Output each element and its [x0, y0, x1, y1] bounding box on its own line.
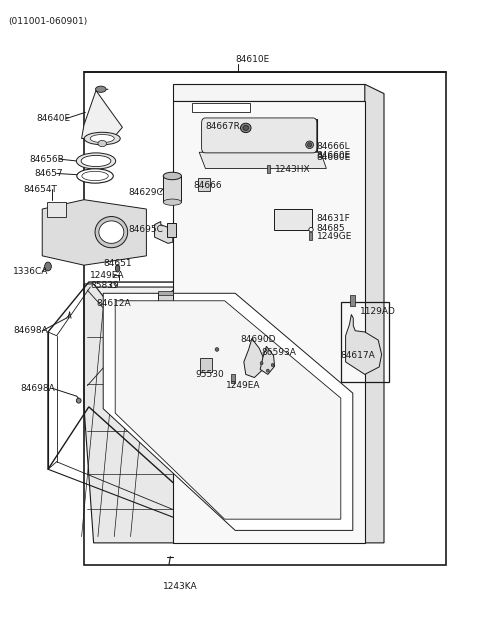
- Text: 84654T: 84654T: [23, 185, 57, 193]
- FancyBboxPatch shape: [202, 118, 317, 153]
- Ellipse shape: [240, 123, 251, 133]
- Bar: [158, 293, 173, 311]
- Ellipse shape: [99, 221, 124, 243]
- Bar: [158, 291, 173, 295]
- Text: 84698A: 84698A: [13, 326, 48, 335]
- Polygon shape: [244, 338, 263, 378]
- Text: 84695C: 84695C: [129, 225, 164, 234]
- Polygon shape: [82, 90, 122, 139]
- Bar: [47, 202, 66, 217]
- Text: 86593A: 86593A: [262, 348, 297, 357]
- Bar: [167, 223, 176, 237]
- Ellipse shape: [77, 169, 113, 183]
- Text: 1243KA: 1243KA: [163, 582, 198, 591]
- Text: 84666L: 84666L: [317, 142, 350, 151]
- Bar: [309, 232, 312, 240]
- Text: 84617A: 84617A: [341, 351, 375, 360]
- Ellipse shape: [82, 172, 108, 181]
- Ellipse shape: [96, 86, 106, 92]
- Text: 1249EA: 1249EA: [90, 271, 125, 280]
- Polygon shape: [115, 301, 341, 519]
- Polygon shape: [91, 287, 365, 543]
- Polygon shape: [365, 84, 384, 543]
- Text: 84667R: 84667R: [205, 122, 240, 130]
- Text: 84660E: 84660E: [317, 152, 351, 160]
- Text: 84612A: 84612A: [96, 299, 131, 308]
- Text: 84660E: 84660E: [317, 153, 351, 162]
- Text: 84656B: 84656B: [30, 155, 64, 163]
- Text: 1243HX: 1243HX: [275, 165, 310, 174]
- Text: 1249GE: 1249GE: [317, 232, 352, 241]
- Text: 85839: 85839: [90, 281, 119, 290]
- Bar: [200, 358, 212, 372]
- Ellipse shape: [163, 172, 181, 180]
- Text: 84651: 84651: [103, 259, 132, 268]
- Polygon shape: [346, 314, 382, 374]
- Polygon shape: [84, 284, 175, 543]
- Ellipse shape: [309, 227, 313, 232]
- Ellipse shape: [98, 140, 107, 147]
- Bar: [198, 178, 210, 191]
- Text: 84690D: 84690D: [240, 335, 276, 344]
- Polygon shape: [192, 103, 250, 112]
- Text: 95530: 95530: [196, 370, 225, 379]
- Text: 84640E: 84640E: [36, 114, 70, 123]
- Ellipse shape: [266, 369, 269, 372]
- Ellipse shape: [306, 141, 313, 149]
- Text: 84666: 84666: [193, 181, 222, 190]
- Ellipse shape: [45, 262, 51, 271]
- Ellipse shape: [163, 199, 181, 205]
- Text: 84698A: 84698A: [20, 384, 55, 392]
- Ellipse shape: [110, 283, 116, 288]
- Text: 1336CA: 1336CA: [13, 267, 49, 276]
- Text: 84629C: 84629C: [129, 188, 163, 197]
- Ellipse shape: [90, 135, 114, 142]
- Ellipse shape: [81, 155, 111, 167]
- Ellipse shape: [271, 363, 274, 367]
- Text: (011001-060901): (011001-060901): [9, 17, 88, 26]
- Ellipse shape: [76, 398, 81, 403]
- Polygon shape: [42, 200, 146, 265]
- Polygon shape: [274, 209, 312, 230]
- Text: 84685: 84685: [317, 224, 346, 233]
- Text: 84657: 84657: [35, 169, 63, 178]
- Bar: [163, 176, 181, 202]
- Ellipse shape: [243, 125, 249, 130]
- Bar: [350, 295, 355, 306]
- Text: 84631F: 84631F: [317, 214, 350, 223]
- Bar: [231, 374, 235, 383]
- Bar: [84, 72, 446, 565]
- Ellipse shape: [215, 348, 219, 351]
- Polygon shape: [103, 293, 353, 530]
- Polygon shape: [155, 222, 173, 243]
- Text: 1129AD: 1129AD: [360, 308, 396, 316]
- Bar: [341, 302, 389, 382]
- Ellipse shape: [115, 265, 120, 272]
- Ellipse shape: [76, 153, 116, 169]
- Ellipse shape: [95, 217, 128, 248]
- Text: 1249EA: 1249EA: [226, 381, 260, 390]
- Ellipse shape: [307, 142, 312, 147]
- Polygon shape: [199, 152, 326, 168]
- Polygon shape: [260, 346, 275, 374]
- Polygon shape: [173, 84, 365, 101]
- Polygon shape: [202, 119, 317, 151]
- Ellipse shape: [260, 362, 263, 364]
- Bar: [267, 165, 270, 173]
- Polygon shape: [173, 101, 365, 543]
- Text: 84610E: 84610E: [235, 55, 269, 64]
- Ellipse shape: [84, 132, 120, 145]
